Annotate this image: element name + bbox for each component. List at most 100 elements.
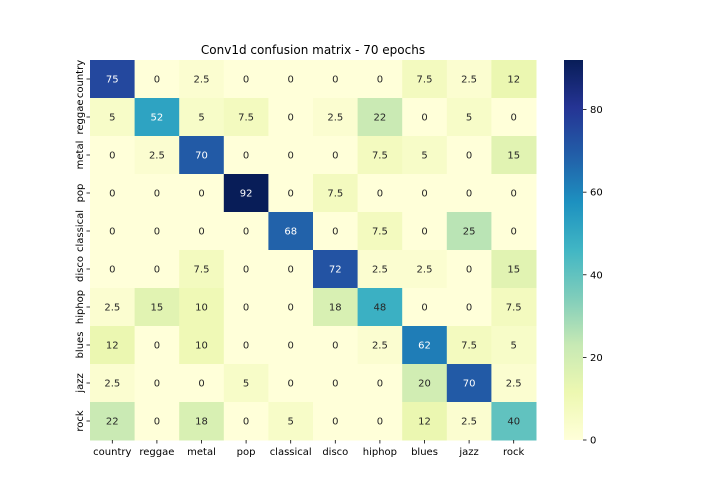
heatmap-cell	[90, 326, 136, 365]
cell-value-label: 0	[511, 113, 517, 124]
cell-value-label: 48	[374, 303, 387, 314]
heatmap-cell	[223, 288, 269, 327]
cell-value-label: 68	[284, 227, 297, 238]
heatmap-cell	[313, 250, 359, 289]
heatmap-cell	[134, 250, 180, 289]
cell-value-label: 2.5	[104, 303, 120, 314]
heatmap-cell	[268, 288, 314, 327]
x-tick-label: jazz	[458, 447, 478, 458]
y-tick-label: hiphop	[75, 290, 86, 324]
cell-value-label: 0	[109, 227, 115, 238]
heatmap-cell	[223, 250, 269, 289]
cell-value-label: 0	[466, 265, 472, 276]
cell-value-label: 0	[511, 227, 517, 238]
cell-value-label: 2.5	[327, 113, 343, 124]
heatmap-cell	[357, 250, 403, 289]
heatmap-cell	[491, 174, 537, 213]
heatmap-cell	[134, 60, 180, 99]
cell-value-label: 18	[195, 417, 208, 428]
heatmap-cell	[313, 98, 359, 137]
cell-value-label: 0	[154, 341, 160, 352]
heatmap-cell	[179, 402, 225, 441]
heatmap-cell	[446, 98, 492, 137]
heatmap-cell	[313, 364, 359, 403]
heatmap-cell	[179, 60, 225, 99]
heatmap-cell	[179, 174, 225, 213]
x-tick-label: country	[93, 447, 131, 458]
cell-value-label: 2.5	[104, 379, 120, 390]
x-tick-label: disco	[322, 447, 348, 458]
heatmap-cell	[357, 288, 403, 327]
cell-value-label: 5	[198, 113, 204, 124]
heatmap-cell	[223, 98, 269, 137]
cell-value-label: 7.5	[506, 303, 522, 314]
cell-value-label: 52	[151, 113, 164, 124]
cell-value-label: 0	[288, 265, 294, 276]
cell-value-label: 2.5	[372, 341, 388, 352]
cell-value-label: 0	[198, 227, 204, 238]
cell-value-label: 2.5	[461, 75, 477, 86]
cell-value-label: 40	[507, 417, 520, 428]
cell-value-label: 0	[332, 379, 338, 390]
heatmap-cell	[357, 174, 403, 213]
heatmap-cell	[402, 288, 448, 327]
cell-value-label: 0	[288, 303, 294, 314]
heatmap-cell	[223, 364, 269, 403]
heatmap-cell	[313, 174, 359, 213]
cell-value-label: 7.5	[372, 227, 388, 238]
heatmap-cell	[90, 288, 136, 327]
cell-value-label: 5	[466, 113, 472, 124]
heatmap-cell	[90, 60, 136, 99]
cell-value-label: 0	[288, 151, 294, 162]
heatmap-cell	[90, 136, 136, 175]
x-tick-label: blues	[411, 447, 438, 458]
cell-value-label: 22	[374, 113, 387, 124]
cell-value-label: 5	[243, 379, 249, 390]
cell-value-label: 0	[332, 341, 338, 352]
heatmap-cell	[313, 212, 359, 251]
heatmap-cell	[268, 326, 314, 365]
cell-value-label: 0	[109, 151, 115, 162]
heatmap-cell	[134, 174, 180, 213]
cell-value-label: 5	[109, 113, 115, 124]
heatmap-cell	[446, 250, 492, 289]
y-tick-label: jazz	[75, 373, 86, 393]
cell-value-label: 0	[288, 113, 294, 124]
heatmap-cell	[313, 60, 359, 99]
heatmap-cell	[313, 288, 359, 327]
x-axis: country reggae metal pop classical disco hipho…	[93, 440, 525, 458]
heatmap-cell	[90, 250, 136, 289]
heatmap-cell	[268, 60, 314, 99]
cell-value-label: 2.5	[372, 265, 388, 276]
heatmap-cell	[313, 402, 359, 441]
y-tick-label: country	[75, 60, 86, 98]
heatmap-cell	[179, 326, 225, 365]
cell-value-label: 0	[243, 227, 249, 238]
colorbar-tick-label: 80	[590, 105, 603, 116]
cell-value-label: 7.5	[194, 265, 210, 276]
heatmap-cell	[179, 364, 225, 403]
y-tick-label: disco	[75, 256, 86, 282]
cell-value-label: 0	[154, 265, 160, 276]
cell-value-label: 0	[421, 303, 427, 314]
cell-value-label: 7.5	[461, 341, 477, 352]
heatmap-cell	[402, 174, 448, 213]
cell-value-label: 0	[154, 379, 160, 390]
heatmap-cell	[357, 98, 403, 137]
heatmap-cell	[446, 212, 492, 251]
heatmap-cell	[134, 364, 180, 403]
cell-value-label: 15	[151, 303, 164, 314]
heatmap-cell	[491, 136, 537, 175]
heatmap-cell	[90, 364, 136, 403]
heatmap-cell	[491, 326, 537, 365]
x-tick-label: pop	[237, 447, 256, 458]
heatmap-cell	[134, 212, 180, 251]
y-tick-label: metal	[75, 141, 86, 170]
heatmap-cell	[223, 60, 269, 99]
cell-value-label: 0	[466, 303, 472, 314]
heatmap-cell	[446, 288, 492, 327]
cell-value-label: 12	[106, 341, 119, 352]
cell-value-label: 0	[377, 379, 383, 390]
y-tick-label: rock	[75, 410, 86, 432]
